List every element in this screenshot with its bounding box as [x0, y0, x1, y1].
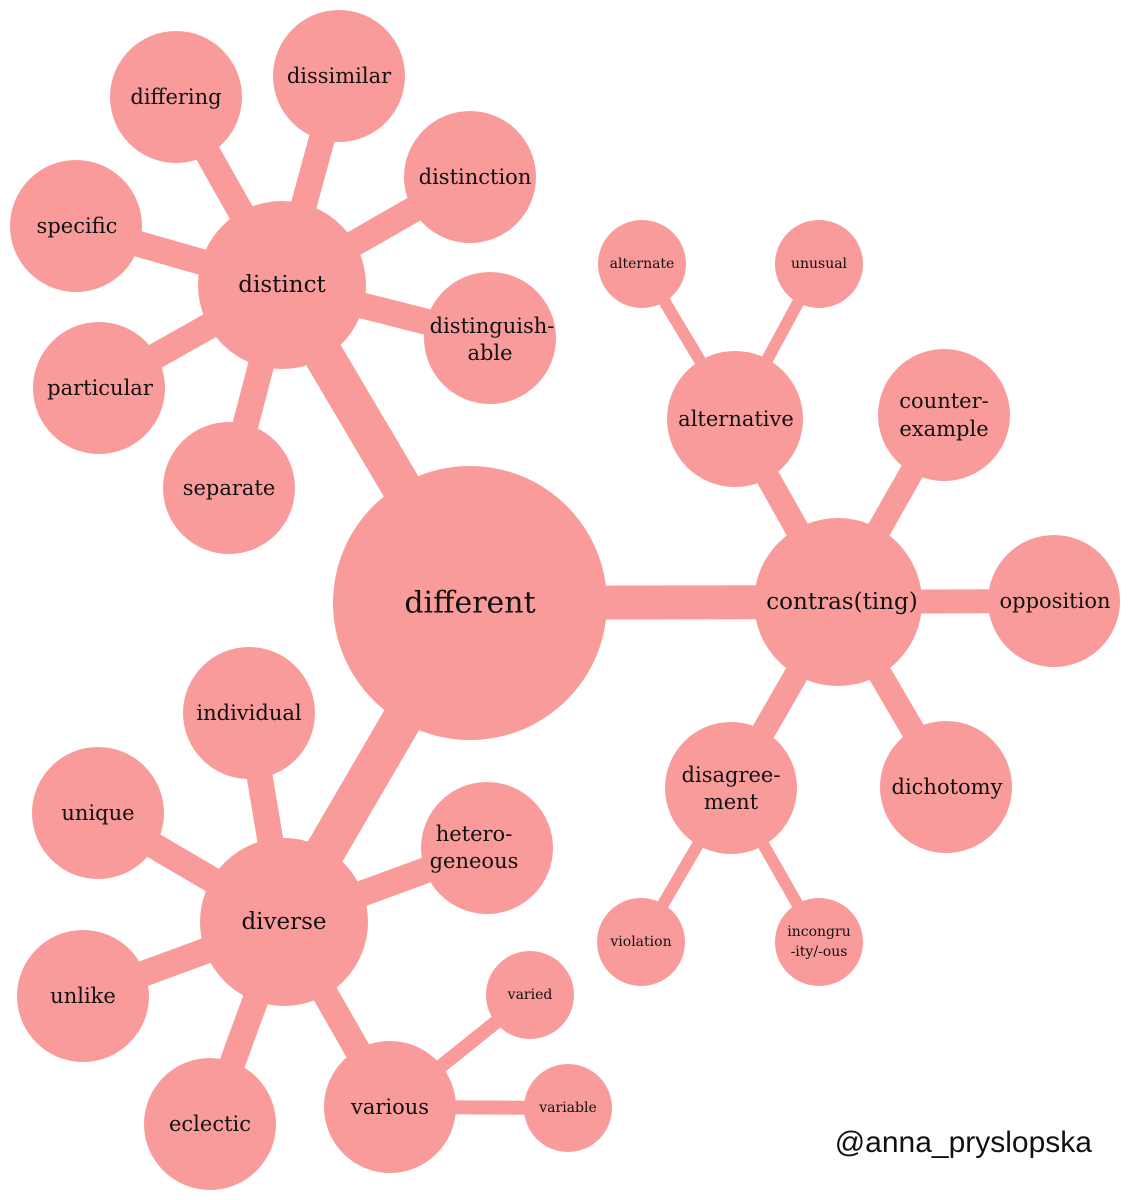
- node-distinction: [404, 111, 536, 243]
- node-particular: [33, 322, 165, 454]
- label-dissimilar: dissimilar: [287, 64, 392, 88]
- label-counterexample-line2: example: [899, 417, 988, 441]
- label-alternate: alternate: [610, 256, 675, 272]
- label-particular: particular: [47, 376, 154, 400]
- node-distinguishable: [424, 272, 556, 404]
- label-differing: differing: [130, 85, 221, 109]
- label-contrasting: contras(ting): [766, 589, 917, 615]
- label-unique: unique: [61, 801, 134, 825]
- label-dichotomy: dichotomy: [892, 775, 1003, 799]
- label-disagreement-line1: disagree-: [682, 763, 781, 787]
- mind-map-graphics: [10, 10, 1120, 1190]
- label-heterogeneous-line1: hetero-: [436, 822, 513, 846]
- author-credit: @anna_pryslopska: [834, 1126, 1092, 1159]
- node-alternate: [598, 220, 686, 308]
- mind-map-labels: different distinct differing dissimilar …: [37, 64, 1111, 1136]
- node-eclectic: [144, 1058, 276, 1190]
- node-separate: [163, 422, 295, 554]
- node-counterexample: [878, 349, 1010, 481]
- node-opposition: [988, 535, 1120, 667]
- label-incongruity-line2: -ity/-ous: [791, 944, 848, 960]
- label-incongruity-line1: incongru: [787, 924, 850, 940]
- label-violation: violation: [609, 934, 671, 950]
- node-varied: [486, 951, 574, 1039]
- node-different: [333, 466, 607, 740]
- node-unlike: [17, 930, 149, 1062]
- node-various: [324, 1041, 456, 1173]
- node-dichotomy: [880, 721, 1012, 853]
- node-contrasting: [754, 518, 922, 686]
- node-diverse: [200, 838, 368, 1006]
- label-unusual: unusual: [791, 256, 848, 272]
- label-distinguishable-line2: able: [467, 341, 512, 365]
- label-distinguishable-line1: distinguish-: [430, 314, 555, 338]
- node-individual: [183, 647, 315, 779]
- node-unique: [32, 747, 164, 879]
- node-distinct: [198, 201, 366, 369]
- node-incongruity: [775, 898, 863, 986]
- label-specific: specific: [37, 214, 118, 238]
- label-disagreement-line2: ment: [704, 790, 759, 814]
- label-separate: separate: [183, 476, 276, 500]
- node-disagreement: [665, 722, 797, 854]
- label-different: different: [404, 586, 535, 621]
- label-variable: variable: [538, 1100, 597, 1116]
- label-unlike: unlike: [50, 984, 116, 1008]
- node-differing: [110, 31, 242, 163]
- node-heterogeneous: [421, 782, 553, 914]
- label-alternative: alternative: [678, 407, 794, 431]
- label-distinction: distinction: [419, 165, 532, 189]
- label-various: various: [350, 1095, 429, 1119]
- label-diverse: diverse: [241, 909, 326, 935]
- node-specific: [10, 160, 142, 292]
- node-violation: [597, 898, 685, 986]
- node-alternative: [667, 351, 803, 487]
- label-individual: individual: [196, 701, 301, 725]
- label-distinct: distinct: [238, 272, 326, 298]
- label-counterexample-line1: counter-: [899, 389, 988, 413]
- label-heterogeneous-line2: geneous: [430, 849, 519, 873]
- label-opposition: opposition: [1000, 589, 1111, 613]
- label-varied: varied: [507, 987, 553, 1003]
- label-eclectic: eclectic: [169, 1112, 251, 1136]
- node-unusual: [775, 220, 863, 308]
- node-dissimilar: [273, 10, 405, 142]
- node-variable: [524, 1064, 612, 1152]
